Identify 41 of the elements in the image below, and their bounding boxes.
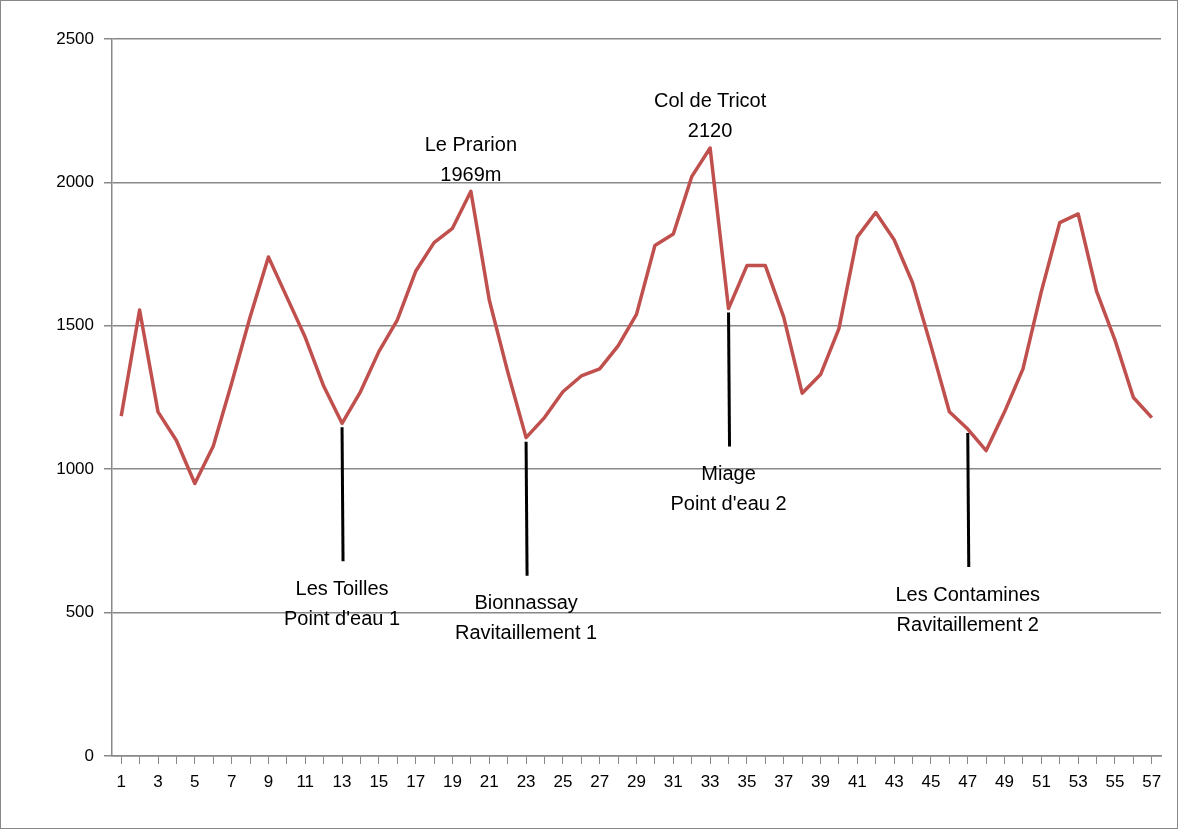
x-tick-label: 29 [627, 771, 646, 791]
x-tick-label: 51 [1031, 771, 1051, 791]
x-tick-label: 45 [921, 771, 941, 791]
annotation: Col de Tricot 2120 [653, 89, 767, 142]
x-tick-label: 7 [226, 771, 237, 791]
x-tick-label: 35 [737, 771, 757, 791]
y-tick-label: 1000 [56, 458, 94, 478]
x-tick-label: 1 [116, 771, 126, 791]
x-tick-label: 31 [663, 771, 683, 791]
x-tick-label: 27 [590, 771, 610, 791]
x-tick-label: 17 [406, 771, 426, 791]
x-tick-label: 19 [443, 771, 462, 791]
y-tick-label: 1500 [56, 315, 94, 335]
x-tick-label: 33 [700, 771, 720, 791]
x-tick-label: 25 [553, 771, 573, 791]
x-tick-label: 5 [190, 771, 200, 791]
y-tick-label: 2500 [56, 28, 94, 48]
x-tick-label: 39 [811, 771, 830, 791]
y-tick-label: 2000 [56, 172, 94, 192]
x-tick-label: 15 [369, 771, 389, 791]
x-tick-label: 37 [774, 771, 794, 791]
x-tick-label: 41 [847, 771, 867, 791]
x-tick-label: 49 [995, 771, 1015, 791]
annotation: Les Toilles Point d'eau 1 [283, 576, 401, 629]
x-tick-label: 13 [332, 771, 352, 791]
x-tick-label: 21 [479, 771, 499, 791]
y-tick-label: 0 [84, 745, 94, 765]
x-tick-label: 3 [153, 771, 163, 791]
x-tick-label: 43 [884, 771, 904, 791]
x-tick-label: 9 [263, 771, 274, 791]
annotation: Les Contamines Ravitaillement 2 [895, 582, 1041, 635]
annotation: Miage Point d'eau 2 [670, 462, 787, 515]
annotation: Le Prarion 1969m [424, 132, 518, 185]
x-tick-label: 57 [1142, 771, 1162, 791]
annotation: Bionnassay Ravitaillement 1 [454, 591, 598, 644]
x-tick-label: 23 [516, 771, 536, 791]
y-tick-label: 500 [65, 602, 94, 622]
x-tick-label: 53 [1068, 771, 1088, 791]
x-tick-label: 55 [1105, 771, 1125, 791]
x-tick-label: 11 [296, 771, 315, 791]
x-tick-label: 47 [958, 771, 978, 791]
